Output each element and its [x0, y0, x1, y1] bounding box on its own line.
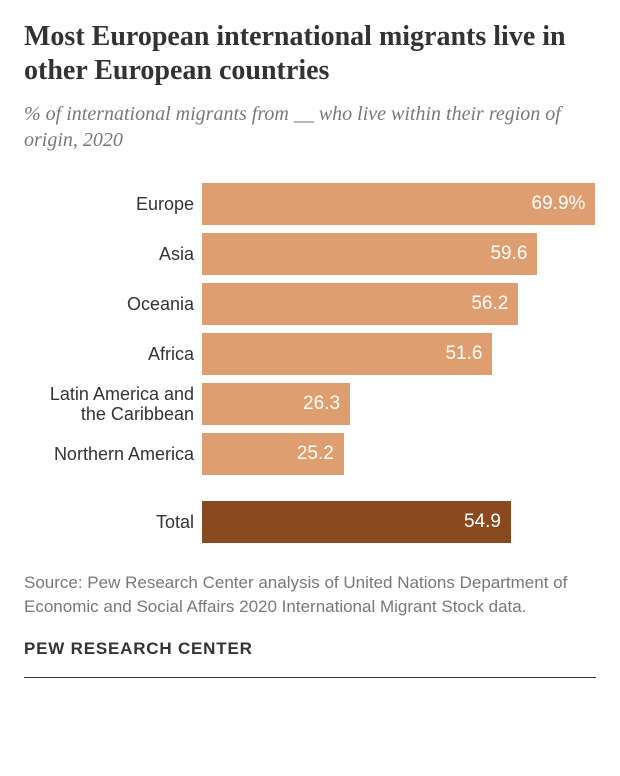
bar-value: 54.9 — [464, 511, 501, 533]
bar-row: Europe 69.9% — [24, 181, 596, 227]
bar-track: 25.2 — [202, 433, 596, 475]
bar-track: 56.2 — [202, 283, 596, 325]
publisher-logo: PEW RESEARCH CENTER — [24, 639, 596, 659]
bar-label: Asia — [24, 244, 202, 265]
bar-label: Latin America and the Caribbean — [24, 384, 202, 425]
bar-row: Northern America 25.2 — [24, 431, 596, 477]
bar-row: Asia 59.6 — [24, 231, 596, 277]
chart-subtitle: % of international migrants from __ who … — [24, 101, 596, 153]
bar-value: 59.6 — [490, 243, 527, 265]
bar-value: 56.2 — [471, 293, 508, 315]
bar: 26.3 — [202, 383, 350, 425]
bar-value: 25.2 — [297, 443, 334, 465]
bar-row-total: Total 54.9 — [24, 499, 596, 545]
bar: 59.6 — [202, 233, 537, 275]
bar-label: Africa — [24, 344, 202, 365]
bar: 51.6 — [202, 333, 492, 375]
bar-value: 51.6 — [445, 343, 482, 365]
bar: 25.2 — [202, 433, 344, 475]
bar-label: Europe — [24, 194, 202, 215]
bar-row: Latin America and the Caribbean 26.3 — [24, 381, 596, 427]
bar-track: 26.3 — [202, 383, 596, 425]
bar: 56.2 — [202, 283, 518, 325]
bar-total: 54.9 — [202, 501, 511, 543]
bar-track: 54.9 — [202, 501, 596, 543]
chart-title: Most European international migrants liv… — [24, 20, 596, 87]
bar-label: Oceania — [24, 294, 202, 315]
bar-track: 69.9% — [202, 183, 596, 225]
bar-chart: Europe 69.9% Asia 59.6 Oceania 56.2 Afri… — [24, 181, 596, 545]
footer-rule — [24, 677, 596, 678]
bar-row: Africa 51.6 — [24, 331, 596, 377]
bar-label: Northern America — [24, 444, 202, 465]
bar-value: 69.9% — [532, 193, 586, 215]
bar-track: 51.6 — [202, 333, 596, 375]
source-note: Source: Pew Research Center analysis of … — [24, 571, 596, 619]
bar-track: 59.6 — [202, 233, 596, 275]
bar-value: 26.3 — [303, 393, 340, 415]
bar-row: Oceania 56.2 — [24, 281, 596, 327]
bar: 69.9% — [202, 183, 595, 225]
bar-label: Total — [24, 512, 202, 533]
